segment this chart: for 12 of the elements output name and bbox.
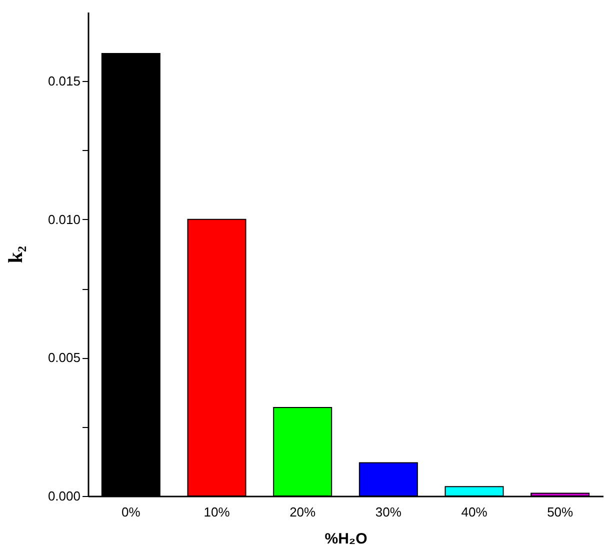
x-tick-label: 40% [461, 504, 488, 520]
x-axis-title: %H₂O [324, 530, 368, 548]
y-tick-label: 0.010 [48, 212, 80, 227]
y-tick-label: 0.005 [48, 350, 80, 366]
y-tick-label: 0.015 [48, 74, 80, 89]
x-tick-label: 20% [290, 504, 316, 520]
y-axis-title: k₂ [4, 246, 27, 264]
x-tick-label: 10% [204, 504, 230, 520]
x-tick-label: 0% [122, 504, 141, 520]
y-tick-label: 0.000 [48, 488, 80, 504]
x-tick-label: 50% [547, 504, 574, 520]
x-tick-label: 30% [375, 504, 402, 520]
